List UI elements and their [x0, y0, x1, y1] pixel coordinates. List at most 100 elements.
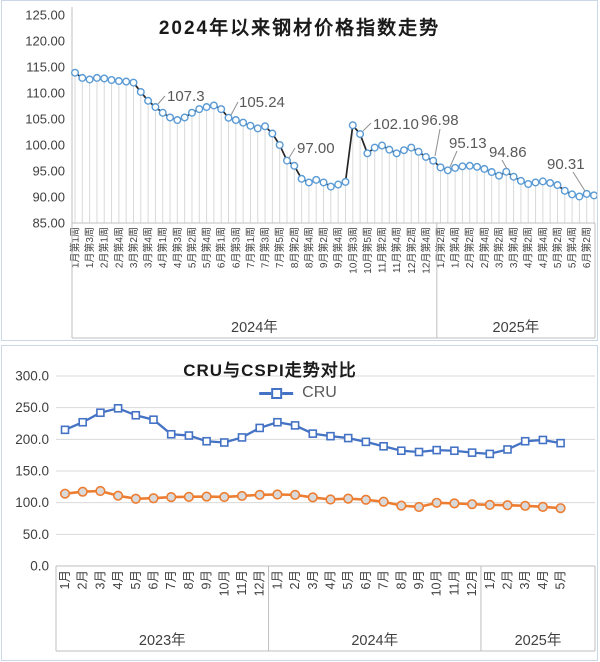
- cru-data-point-marker: [149, 415, 158, 424]
- x-axis-tick-label: 1月第4周: [449, 227, 462, 268]
- cru-data-point-marker: [379, 442, 388, 451]
- data-point-marker: [158, 108, 167, 117]
- data-point-marker: [151, 103, 160, 112]
- cru-data-point-marker: [202, 436, 211, 446]
- steel-price-index-chart: 85.00 90.00 95.00 100.00 105.00 110.00 115.00 1…: [25, 7, 597, 339]
- annotation-leader-line: [449, 150, 458, 168]
- x-axis-tick-label: 4月第2周: [522, 227, 535, 268]
- cru-data-point-marker: [96, 408, 105, 418]
- cru-data-point-marker: [520, 436, 530, 446]
- data-point-marker: [92, 73, 101, 82]
- data-point-marker: [246, 121, 255, 130]
- x-axis-tick-label: 4月第1周: [156, 227, 169, 268]
- x-axis-tick-label: 11月: [447, 570, 461, 595]
- x-axis-tick-label: 10月第5周: [361, 227, 374, 274]
- annotation-label: 97.00: [297, 140, 335, 157]
- data-point-marker: [100, 74, 109, 83]
- annotation-leader-line: [434, 128, 441, 157]
- cspi-data-point-marker: [378, 496, 389, 507]
- x-axis-tick-label: 10月第3周: [346, 227, 359, 274]
- cspi-data-point-marker: [484, 499, 495, 510]
- x-axis-tick-label: 5月: [554, 570, 568, 589]
- data-point-marker: [217, 105, 226, 114]
- y-axis-tick-label: 50.0: [23, 527, 49, 542]
- data-point-marker: [356, 130, 365, 139]
- x-axis-tick-label: 6月: [359, 570, 373, 589]
- year-group-label: 2025年: [493, 319, 540, 336]
- y-axis-tick-label: 0.0: [30, 559, 49, 574]
- cspi-data-point-marker: [254, 489, 265, 500]
- annotation-label: 96.98: [421, 112, 459, 129]
- cspi-data-point-marker: [413, 501, 425, 513]
- annotation-leader-line: [501, 159, 508, 170]
- data-point-marker: [70, 68, 79, 77]
- data-point-marker: [122, 77, 131, 86]
- data-point-marker: [209, 101, 218, 110]
- cru-data-point-marker: [326, 431, 335, 441]
- x-axis-tick-label: 8月: [394, 570, 408, 589]
- cspi-data-point-marker: [343, 493, 354, 504]
- cspi-data-point-marker: [95, 485, 106, 497]
- x-axis-tick-label: 1月: [270, 570, 284, 589]
- cru-data-point-marker: [503, 445, 512, 454]
- x-axis-tick-label: 5月第2周: [185, 227, 198, 268]
- x-axis-tick-label: 6月第2周: [580, 227, 593, 268]
- cspi-data-point-marker: [325, 494, 336, 505]
- year-group-label: 2024年: [231, 319, 278, 336]
- cru-data-point-marker: [184, 431, 194, 440]
- annotation-leader-line: [157, 95, 166, 105]
- y-axis-tick-label: 250.0: [15, 400, 49, 415]
- data-point-marker: [136, 87, 145, 96]
- annotation-leader-line: [230, 101, 239, 116]
- x-axis-tick-label: 4月: [111, 570, 125, 589]
- year-group-label: 2025年: [515, 632, 562, 649]
- cspi-data-point-marker: [112, 490, 124, 501]
- cru-legend-label: CRU: [302, 384, 337, 401]
- cru-data-point-marker: [396, 446, 406, 456]
- data-point-marker: [319, 178, 328, 187]
- data-point-marker: [582, 189, 591, 198]
- annotation-label: 94.86: [489, 144, 527, 161]
- x-axis-tick-label: 7月第1周: [244, 227, 257, 268]
- data-point-marker: [224, 113, 233, 122]
- annotation-label: 107.3: [167, 88, 205, 105]
- x-axis-tick-label: 10月: [217, 570, 231, 596]
- y-axis-tick-label: 95.00: [32, 164, 65, 179]
- data-point-marker: [85, 75, 94, 84]
- x-axis-tick-label: 2月: [76, 570, 90, 589]
- data-point-marker: [546, 178, 555, 187]
- x-axis-tick-label: 6月: [147, 570, 161, 589]
- cru-data-point-marker: [220, 438, 229, 447]
- cspi-data-point-marker: [537, 501, 549, 512]
- y-axis-tick-label: 110.00: [26, 86, 65, 101]
- data-point-marker: [575, 192, 584, 201]
- x-axis-tick-label: 1月: [483, 570, 497, 589]
- cspi-data-point-marker: [166, 491, 177, 503]
- x-axis-tick-label: 3月: [306, 570, 320, 589]
- cru-data-point-marker: [131, 410, 141, 420]
- cspi-data-point-marker: [520, 500, 531, 511]
- cspi-data-point-marker: [183, 491, 194, 502]
- cspi-data-point-marker: [272, 489, 283, 500]
- annotation-leader-line: [572, 171, 586, 192]
- annotation-label: 95.13: [449, 135, 487, 152]
- data-point-marker: [568, 190, 577, 199]
- x-axis-tick-label: 5月第2周: [551, 227, 564, 268]
- cspi-data-point-marker: [396, 500, 407, 511]
- y-axis-tick-label: 200.0: [15, 432, 49, 447]
- annotation-label: 102.10: [373, 116, 419, 133]
- y-axis-tick-label: 90.00: [32, 190, 65, 205]
- data-point-marker: [524, 179, 533, 188]
- x-axis-tick-label: 2月第4周: [478, 227, 491, 268]
- x-axis-tick-label: 3月: [93, 570, 107, 589]
- data-point-marker: [494, 171, 503, 180]
- x-axis-tick-label: 2月第1周: [98, 227, 111, 268]
- data-point-marker: [429, 156, 438, 165]
- data-point-marker: [253, 124, 262, 133]
- data-point-marker: [385, 145, 394, 154]
- data-point-marker: [553, 181, 562, 190]
- data-point-marker: [407, 143, 416, 152]
- y-axis-tick-label: 120.00: [25, 34, 65, 49]
